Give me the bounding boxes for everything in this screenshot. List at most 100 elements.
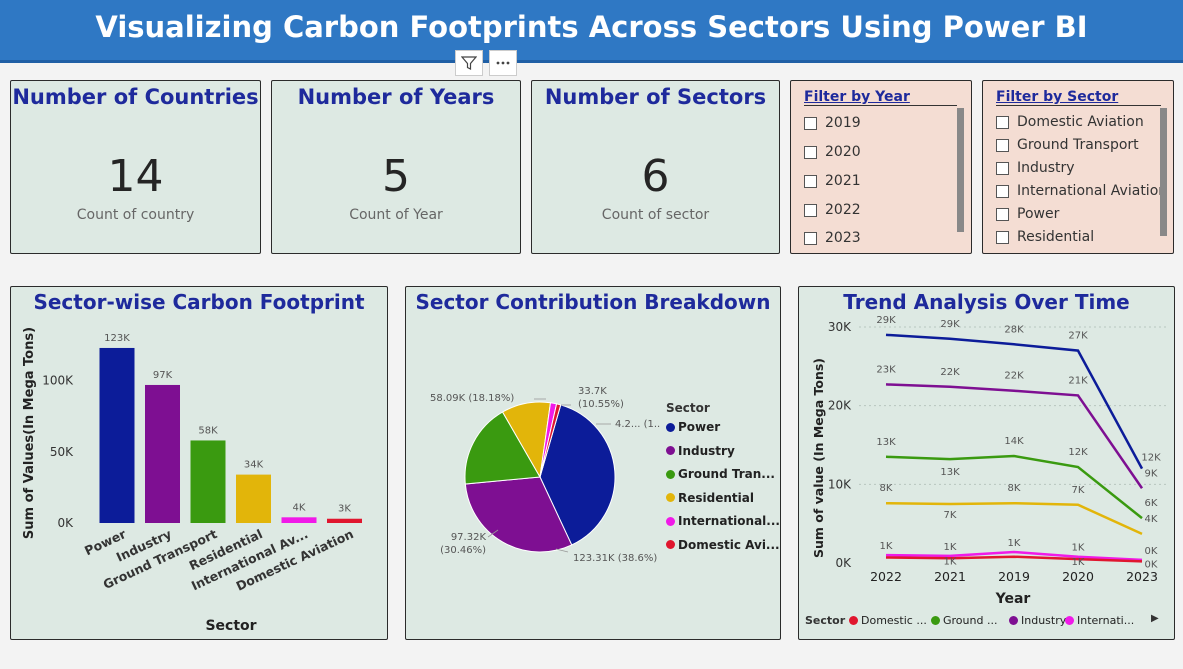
checkbox[interactable]	[804, 231, 817, 245]
line-chart: 0K 10K 20K 30K Sum of value (In Mega Tons) 20…	[811, 315, 1169, 607]
checkbox[interactable]	[996, 115, 1009, 129]
line-data-label: 13K	[940, 467, 960, 478]
kpi-title: Number of Sectors	[544, 85, 767, 109]
kpi-card-years: Number of Years 5 Count of Year	[271, 80, 521, 254]
sector-option[interactable]: International Aviation	[996, 181, 1167, 201]
y-tick-label: 0K	[835, 556, 852, 570]
bar	[190, 440, 226, 523]
slicer-scrollbar[interactable]	[1160, 108, 1167, 236]
year-filter-slicer: Filter by Year 2019 2020 2021 2022 2023	[790, 80, 972, 254]
y-tick-label: 10K	[828, 477, 852, 491]
checkbox[interactable]	[804, 203, 817, 217]
line-data-label: 29K	[876, 315, 896, 326]
year-option[interactable]: 2022	[804, 200, 861, 220]
kpi-value: 14	[107, 151, 164, 202]
sector-option[interactable]: Industry	[996, 158, 1075, 178]
pie-data-label: (30.46%)	[440, 545, 486, 556]
kpi-value: 6	[641, 151, 670, 202]
year-option[interactable]: 2021	[804, 171, 861, 191]
sector-option[interactable]: Residential	[996, 227, 1094, 247]
kpi-title: Number of Countries	[12, 85, 259, 109]
sector-option[interactable]: Power	[996, 204, 1059, 224]
x-tick-label: 2020	[1062, 569, 1094, 584]
checkbox[interactable]	[996, 161, 1009, 175]
pie-legend-item[interactable]: Ground Tran...	[666, 467, 775, 481]
legend-label: Internati...	[1077, 614, 1135, 627]
more-options-icon[interactable]	[489, 50, 517, 76]
pie-legend-item[interactable]: Industry	[666, 444, 735, 458]
year-option-label: 2020	[825, 144, 861, 160]
slicer-title: Filter by Sector	[996, 89, 1119, 105]
year-option[interactable]: 2019	[804, 113, 861, 133]
pie-legend-item[interactable]: Domestic Avi...	[666, 538, 780, 552]
x-tick-label: 2021	[934, 569, 966, 584]
bar-chart-card: Sector-wise Carbon Footprint 0K 50K 100K Su…	[10, 286, 388, 640]
checkbox[interactable]	[996, 138, 1009, 152]
sector-option[interactable]: Ground Transport	[996, 135, 1139, 155]
kpi-label: Count of sector	[601, 207, 710, 223]
chart-title: Sector Contribution Breakdown	[415, 290, 771, 314]
line-data-label: 6K	[1145, 498, 1158, 509]
sector-option[interactable]: Domestic Aviation	[996, 112, 1144, 132]
line-data-label: 9K	[1145, 468, 1158, 479]
report-header: Visualizing Carbon Footprints Across Sec…	[0, 0, 1183, 63]
chart-title: Trend Analysis Over Time	[843, 290, 1130, 314]
report-title: Visualizing Carbon Footprints Across Sec…	[95, 10, 1088, 44]
line-data-label: 22K	[940, 367, 960, 378]
year-option[interactable]: 2020	[804, 142, 861, 162]
pie-chart-card: Sector Contribution Breakdown 123.31K (3…	[405, 286, 781, 640]
legend-dot-icon	[666, 469, 675, 479]
line-data-label: 12K	[1141, 453, 1161, 464]
year-option[interactable]: 2023	[804, 228, 861, 248]
x-axis-label: Sector	[205, 618, 256, 634]
pie-data-label: 97.32K	[451, 532, 487, 543]
y-tick-label: 0K	[57, 516, 74, 530]
checkbox[interactable]	[996, 207, 1009, 221]
sector-option-label: Ground Transport	[1017, 137, 1139, 153]
year-option-label: 2019	[825, 115, 861, 131]
line-data-label: 8K	[880, 483, 893, 494]
checkbox[interactable]	[804, 174, 817, 188]
line-data-label: 8K	[1008, 483, 1021, 494]
legend-dot-icon	[666, 422, 675, 432]
line-legend-item[interactable]: Ground ...	[931, 614, 997, 627]
line-data-label: 0K	[1145, 559, 1158, 570]
checkbox[interactable]	[804, 116, 817, 130]
line-data-label: 1K	[880, 541, 893, 552]
line-data-label: 0K	[1145, 546, 1158, 557]
legend-label: Domestic ...	[861, 614, 927, 627]
checkbox[interactable]	[804, 145, 817, 159]
x-tick-label: 2019	[998, 569, 1030, 584]
legend-next-arrow-icon[interactable]: ▶	[1151, 613, 1159, 624]
kpi-card-countries: Number of Countries 14 Count of country	[10, 80, 261, 254]
pie-legend-item[interactable]: International...	[666, 514, 780, 528]
pie-legend-item[interactable]: Power	[666, 420, 720, 434]
bar-data-label: 123K	[104, 333, 130, 344]
filter-icon[interactable]	[455, 50, 483, 76]
line-legend-item[interactable]: Industry	[1009, 614, 1066, 627]
line-data-label: 7K	[1072, 485, 1085, 496]
line-data-label: 1K	[1072, 543, 1085, 554]
checkbox[interactable]	[996, 230, 1009, 244]
bar-data-label: 97K	[153, 370, 173, 381]
checkbox[interactable]	[996, 184, 1009, 198]
series-line	[885, 555, 1143, 563]
pie-slice	[539, 404, 616, 546]
slicer-divider	[804, 105, 957, 106]
series-line	[885, 333, 1144, 470]
legend-dot-icon	[666, 493, 675, 502]
chart-title: Sector-wise Carbon Footprint	[33, 290, 365, 314]
legend-dot-icon	[666, 446, 675, 455]
bar	[327, 518, 362, 523]
pie-legend-item[interactable]: Residential	[666, 491, 754, 505]
legend-dot-icon	[1009, 616, 1018, 625]
series-line	[885, 550, 1143, 562]
slicer-scrollbar[interactable]	[957, 108, 964, 232]
bar	[145, 384, 180, 523]
line-legend-item[interactable]: Domestic ...	[849, 614, 927, 627]
bar-chart: 0K 50K 100K Sum of Values(In Mega Tons) 123K…	[22, 327, 362, 634]
x-tick-label: 2023	[1126, 569, 1158, 584]
bar-data-label: 58K	[198, 425, 218, 436]
line-legend-item[interactable]: Internati...	[1065, 614, 1134, 627]
sector-option-label: Power	[1017, 206, 1060, 222]
